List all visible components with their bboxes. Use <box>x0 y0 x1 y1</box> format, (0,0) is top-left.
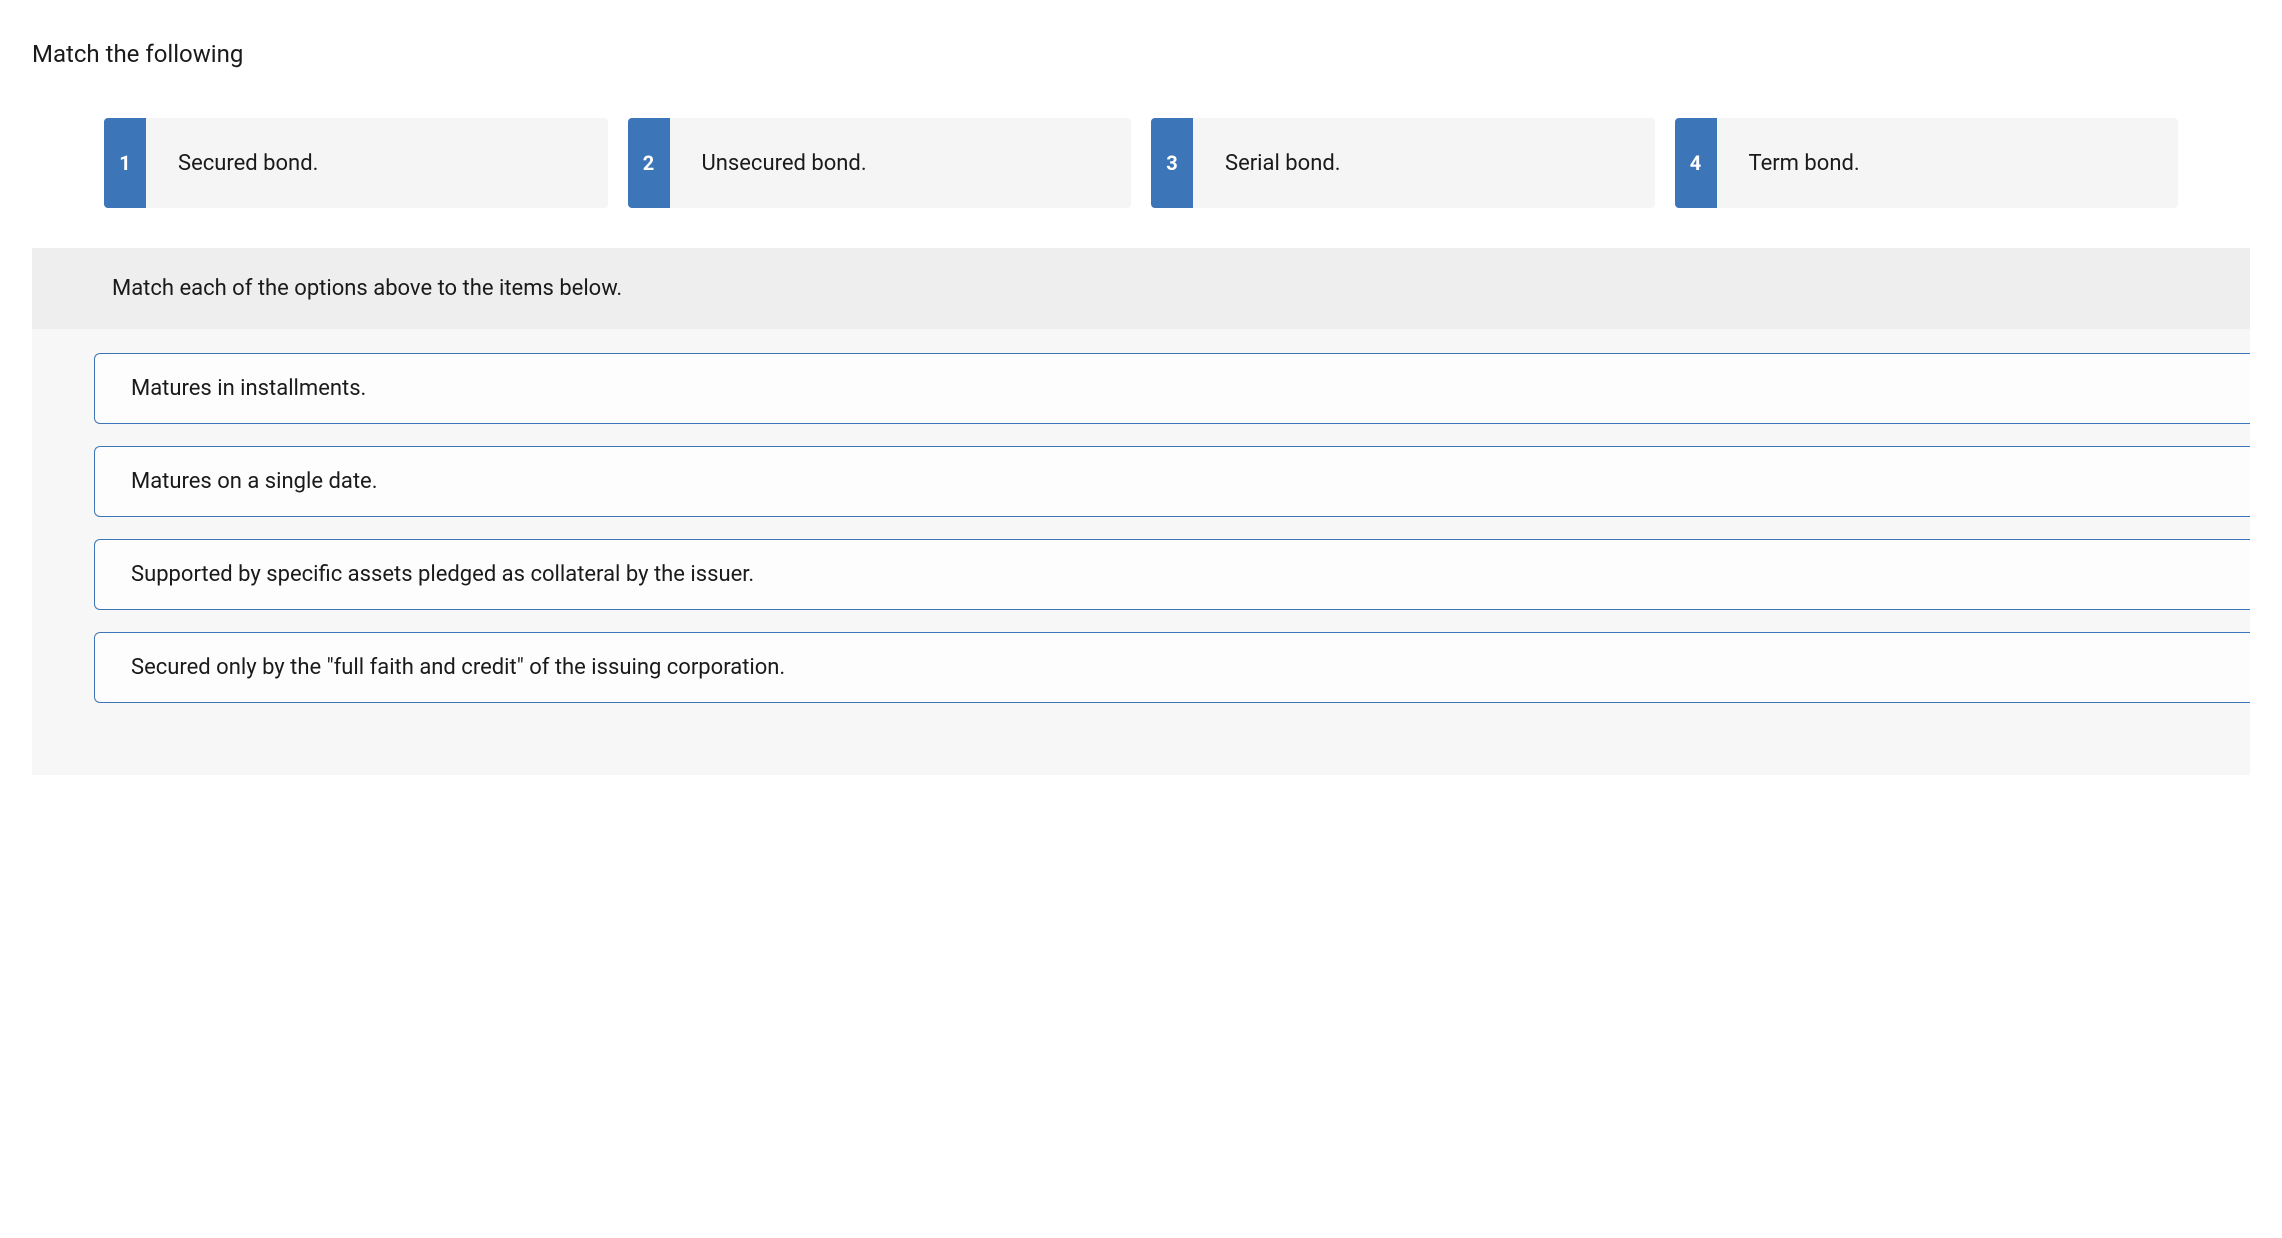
option-number: 4 <box>1675 118 1717 208</box>
option-number: 3 <box>1151 118 1193 208</box>
match-section: Match each of the options above to the i… <box>32 248 2250 775</box>
dropzone-item-4[interactable]: Secured only by the "full faith and cred… <box>94 632 2250 703</box>
option-number: 2 <box>628 118 670 208</box>
question-title: Match the following <box>32 40 2250 68</box>
question-container: Match the following 1 Secured bond. 2 Un… <box>0 0 2282 815</box>
option-card-3[interactable]: 3 Serial bond. <box>1151 118 1655 208</box>
option-label: Serial bond. <box>1193 118 1655 208</box>
option-label: Term bond. <box>1717 118 2179 208</box>
item-text: Matures in installments. <box>131 376 366 401</box>
item-text: Supported by specific assets pledged as … <box>131 562 754 587</box>
option-card-4[interactable]: 4 Term bond. <box>1675 118 2179 208</box>
option-number: 1 <box>104 118 146 208</box>
option-label: Secured bond. <box>146 118 608 208</box>
match-instruction: Match each of the options above to the i… <box>32 248 2250 329</box>
option-card-2[interactable]: 2 Unsecured bond. <box>628 118 1132 208</box>
options-row: 1 Secured bond. 2 Unsecured bond. 3 Seri… <box>32 118 2250 208</box>
option-label: Unsecured bond. <box>670 118 1132 208</box>
dropzone-item-3[interactable]: Supported by specific assets pledged as … <box>94 539 2250 610</box>
item-text: Matures on a single date. <box>131 469 378 494</box>
item-text: Secured only by the "full faith and cred… <box>131 655 785 680</box>
dropzone-item-2[interactable]: Matures on a single date. <box>94 446 2250 517</box>
dropzone-item-1[interactable]: Matures in installments. <box>94 353 2250 424</box>
option-card-1[interactable]: 1 Secured bond. <box>104 118 608 208</box>
